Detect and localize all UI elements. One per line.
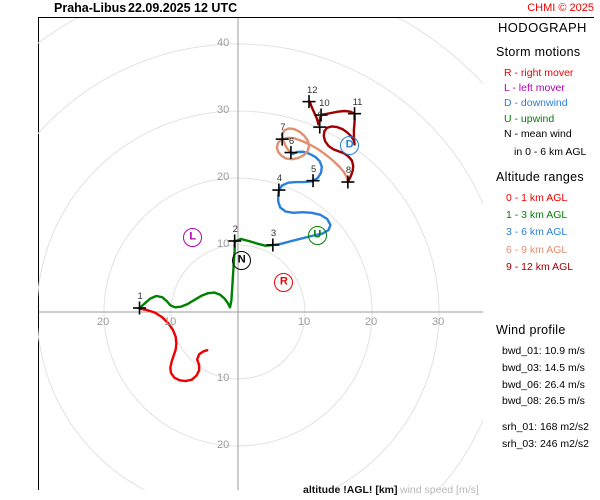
helicity-row-1: srh_03: 246 m2/s2 bbox=[502, 437, 589, 450]
helicity-list: srh_01: 168 m2/s2 srh_03: 246 m2/s2 bbox=[488, 420, 600, 453]
hour-label-1: 1 bbox=[137, 290, 143, 302]
storm-motion-marker-letter: D bbox=[345, 138, 354, 151]
y-tick-3: 10 bbox=[217, 238, 230, 250]
hour-label-10: 10 bbox=[319, 98, 330, 110]
hour-label-6: 6 bbox=[288, 135, 295, 147]
y-tick-5: 30 bbox=[217, 104, 230, 116]
y-tick-0: 20 bbox=[217, 439, 230, 451]
helicity-row-0: srh_01: 168 m2/s2 bbox=[502, 421, 589, 434]
altitude-ranges-title: Altitude ranges bbox=[496, 170, 584, 185]
x-tick-5: 30 bbox=[432, 316, 445, 328]
altitude-range-legend-3: 6 - 9 km AGL bbox=[506, 243, 568, 256]
wind-profile-row-2: bwd_06: 26.4 m/s bbox=[502, 378, 585, 391]
hour-label-11: 11 bbox=[352, 96, 363, 108]
x-tick-0: 20 bbox=[97, 316, 110, 328]
storm-motion-marker-u: U bbox=[307, 225, 327, 245]
storm-motion-marker-d: D bbox=[340, 136, 360, 155]
panel-title: HODOGRAPH bbox=[498, 20, 587, 35]
wind-profile-row-3: bwd_08: 26.5 m/s bbox=[502, 395, 585, 408]
axes bbox=[39, 18, 483, 490]
hour-label-9: 9 bbox=[317, 110, 324, 122]
altitude-range-legend-2: 3 - 6 km AGL bbox=[506, 226, 568, 239]
altitude-range-legend-4: 9 - 12 km AGL bbox=[506, 260, 574, 273]
y-tick-1: 10 bbox=[217, 372, 230, 384]
station-title: Praha-Libus bbox=[54, 1, 127, 15]
hour-tick-marks bbox=[133, 95, 362, 315]
storm-motion-marker-letter: U bbox=[313, 228, 322, 241]
storm-motion-marker-r: R bbox=[274, 272, 294, 292]
storm-motion-marker-letter: L bbox=[189, 230, 197, 243]
wind-profile-title: Wind profile bbox=[496, 323, 566, 338]
copyright-label: CHMI © 2025 bbox=[527, 2, 594, 14]
hodograph-canvas bbox=[38, 18, 483, 490]
hour-label-4: 4 bbox=[276, 173, 283, 185]
wind-profile-row-0: bwd_01: 10.9 m/s bbox=[502, 345, 585, 358]
storm-motion-legend-l: L - left mover bbox=[504, 82, 565, 95]
x-tick-3: 10 bbox=[298, 316, 311, 328]
legend-panel: HODOGRAPH Storm motions R - right mover L… bbox=[488, 20, 600, 490]
storm-motion-marker-letter: R bbox=[279, 275, 288, 288]
trace-0 bbox=[138, 307, 209, 383]
wind-speed-caption: wind speed [m/s] bbox=[400, 484, 479, 496]
trace-1 bbox=[138, 237, 275, 310]
mean-wind-note: in 0 - 6 km AGL bbox=[514, 145, 587, 158]
storm-motion-legend-n: N - mean wind bbox=[504, 127, 572, 140]
hour-label-2: 2 bbox=[232, 223, 238, 235]
header-divider bbox=[38, 17, 594, 18]
hour-label-8: 8 bbox=[345, 165, 352, 177]
y-tick-6: 40 bbox=[217, 37, 230, 49]
storm-motion-marker-n: N bbox=[232, 251, 252, 271]
hodograph-plot[interactable]: 201010203040201010203040 123456789101112… bbox=[38, 18, 483, 490]
y-tick-4: 20 bbox=[217, 171, 230, 183]
storm-motion-legend-r: R - right mover bbox=[504, 67, 574, 79]
plot-left-border bbox=[38, 18, 39, 490]
storm-motion-legend-d: D - downwind bbox=[504, 97, 568, 110]
altitude-range-legend-1: 1 - 3 km AGL bbox=[506, 209, 568, 222]
hour-label-5: 5 bbox=[311, 163, 317, 175]
hour-label-12: 12 bbox=[307, 84, 318, 96]
hour-label-7: 7 bbox=[280, 122, 286, 134]
wind-profile-row-1: bwd_03: 14.5 m/s bbox=[502, 361, 585, 374]
storm-motions-list: R - right mover L - left mover D - downwin… bbox=[488, 66, 600, 141]
storm-motion-marker-letter: N bbox=[237, 253, 246, 266]
altitude-range-legend-0: 0 - 1 km AGL bbox=[506, 192, 568, 205]
altitude-caption: altitude !AGL! [km] bbox=[303, 484, 398, 496]
storm-motion-marker-l: L bbox=[183, 228, 203, 248]
x-tick-4: 20 bbox=[365, 316, 378, 328]
trace-3 bbox=[275, 127, 350, 184]
storm-motion-legend-u: U - upwind bbox=[504, 112, 555, 125]
observation-datetime: 22.09.2025 12 UTC bbox=[128, 1, 238, 15]
storm-motions-title: Storm motions bbox=[496, 45, 581, 59]
hour-label-3: 3 bbox=[270, 228, 277, 239]
polar-grid bbox=[38, 18, 483, 490]
altitude-ranges-list: 0 - 1 km AGL 1 - 3 km AGL 3 - 6 km AGL 6 - … bbox=[488, 191, 600, 275]
x-tick-1: 10 bbox=[164, 316, 177, 328]
wind-profile-list: bwd_01: 10.9 m/s bwd_03: 14.5 m/s bwd_06: … bbox=[488, 344, 600, 410]
